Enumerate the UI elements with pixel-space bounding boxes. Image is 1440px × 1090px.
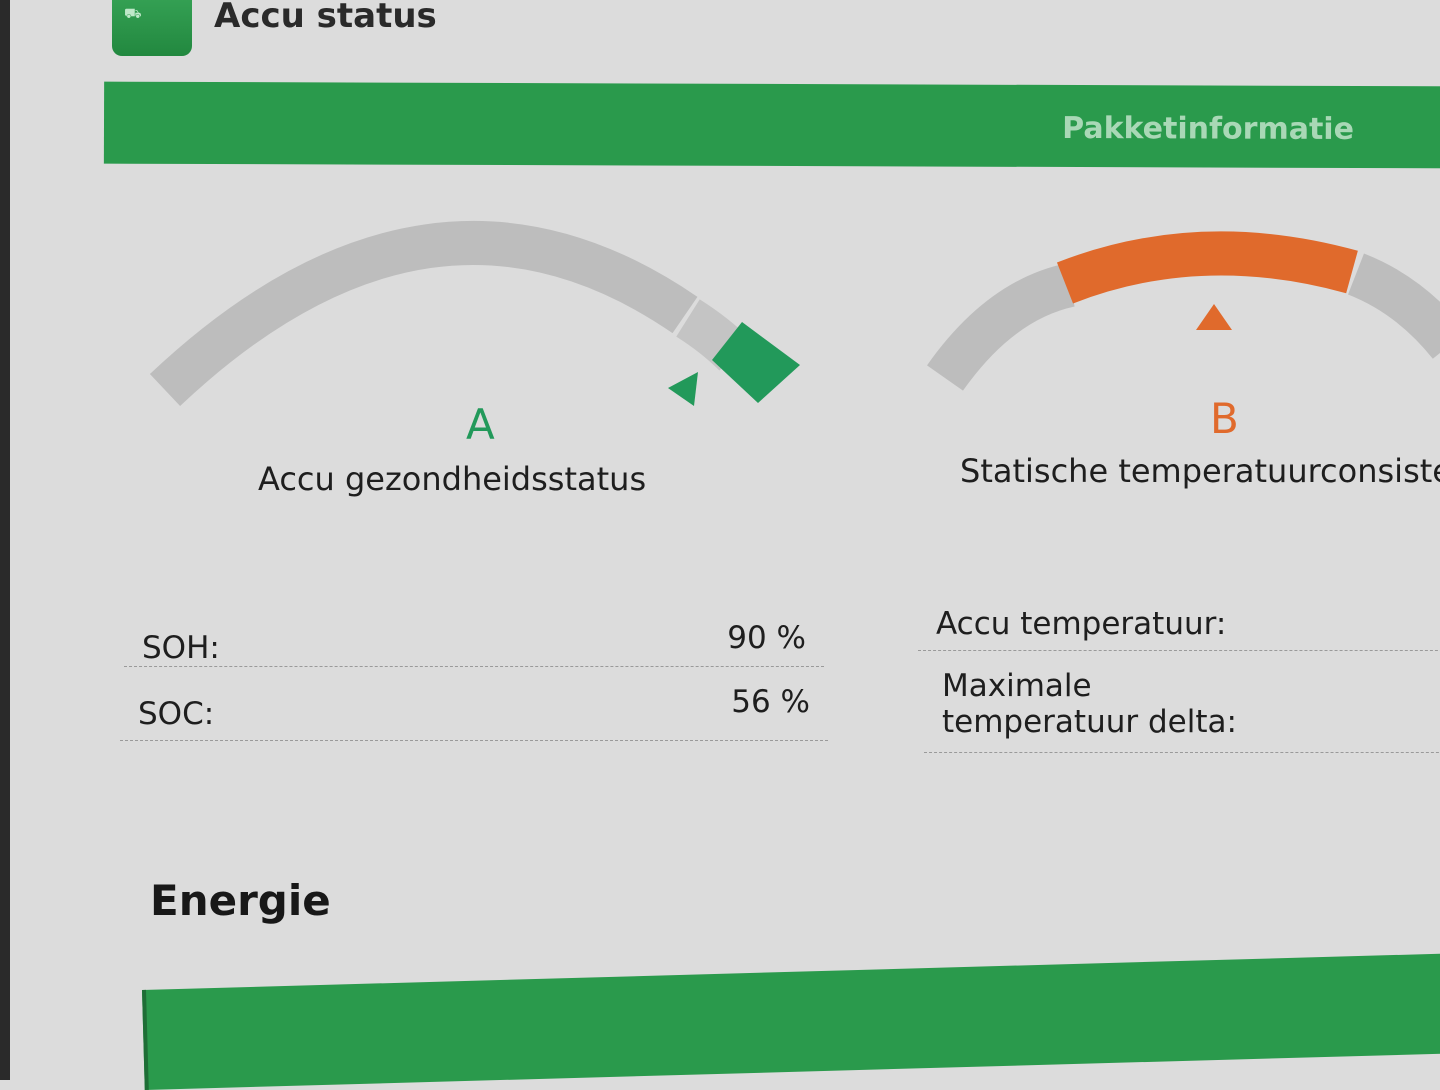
max-temperature-delta-row: Maximale temperatuur delta: (924, 664, 1440, 753)
app-icon: ⛟ (112, 0, 192, 56)
health-gauge-title: Accu gezondheidsstatus (258, 460, 647, 498)
gauge-arc-orange (1056, 231, 1358, 304)
screen-bezel (0, 0, 10, 1080)
temperature-grade: B (1210, 394, 1239, 443)
gauge-arc-grey (149, 221, 698, 407)
gauges (149, 221, 1440, 407)
gauge-pointer-icon (1196, 304, 1232, 330)
energy-section-title: Energie (150, 876, 331, 925)
battery-temperature-label: Accu temperatuur: (936, 606, 1227, 642)
health-grade: A (466, 400, 495, 449)
gauge-arc-grey (927, 263, 1076, 391)
soh-label: SOH: (142, 630, 220, 666)
car-icon: ⛟ (124, 6, 142, 22)
soh-value: 90 % (727, 620, 806, 656)
energy-banner (142, 953, 1440, 1090)
gauge-arc-grey (1347, 253, 1440, 360)
soc-row: SOC: 56 % (120, 676, 828, 741)
soc-label: SOC: (138, 696, 215, 732)
soh-row: SOH: 90 % (124, 614, 824, 667)
soc-value: 56 % (731, 684, 810, 720)
battery-temperature-row: Accu temperatuur: (918, 600, 1440, 651)
gauge-pointer-icon (668, 372, 698, 406)
page-title: Accu status (214, 0, 437, 36)
health-gauge (149, 221, 800, 407)
max-temperature-delta-label: Maximale temperatuur delta: (942, 668, 1237, 740)
temperature-gauge-title: Statische temperatuurconsiste (960, 452, 1440, 490)
gauge-segment-green (712, 322, 800, 403)
temperature-gauge (927, 231, 1440, 391)
